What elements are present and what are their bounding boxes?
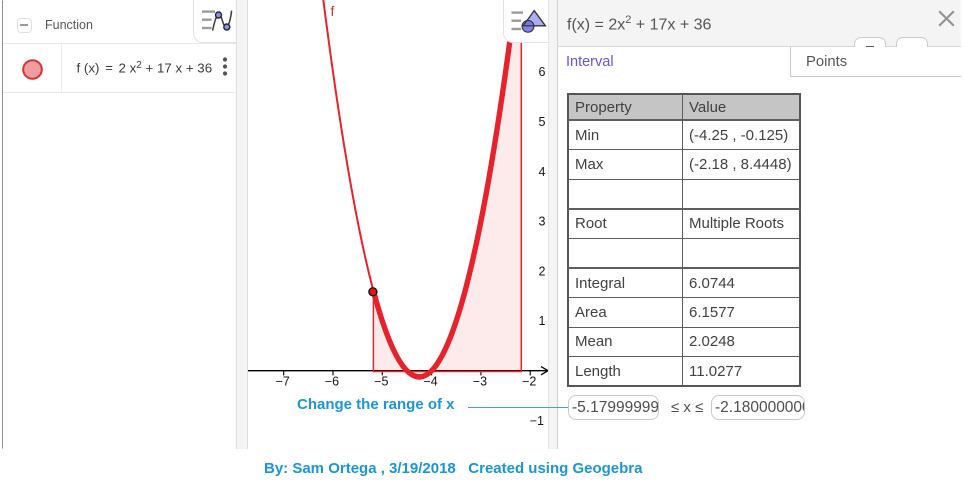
svg-text:−5: −5 (374, 375, 388, 389)
svg-text:−7: −7 (276, 375, 290, 389)
svg-text:−6: −6 (325, 375, 339, 389)
svg-text:1: 1 (539, 314, 546, 328)
svg-text:−3: −3 (473, 375, 487, 389)
svg-text:6: 6 (539, 65, 546, 79)
svg-text:5: 5 (539, 115, 546, 129)
svg-text:−2: −2 (522, 375, 536, 389)
svg-text:4: 4 (539, 165, 546, 179)
svg-text:−1: −1 (530, 414, 544, 428)
svg-text:−4: −4 (423, 375, 437, 389)
svg-text:3: 3 (539, 215, 546, 229)
svg-text:f: f (331, 4, 335, 19)
svg-text:2: 2 (539, 264, 546, 278)
